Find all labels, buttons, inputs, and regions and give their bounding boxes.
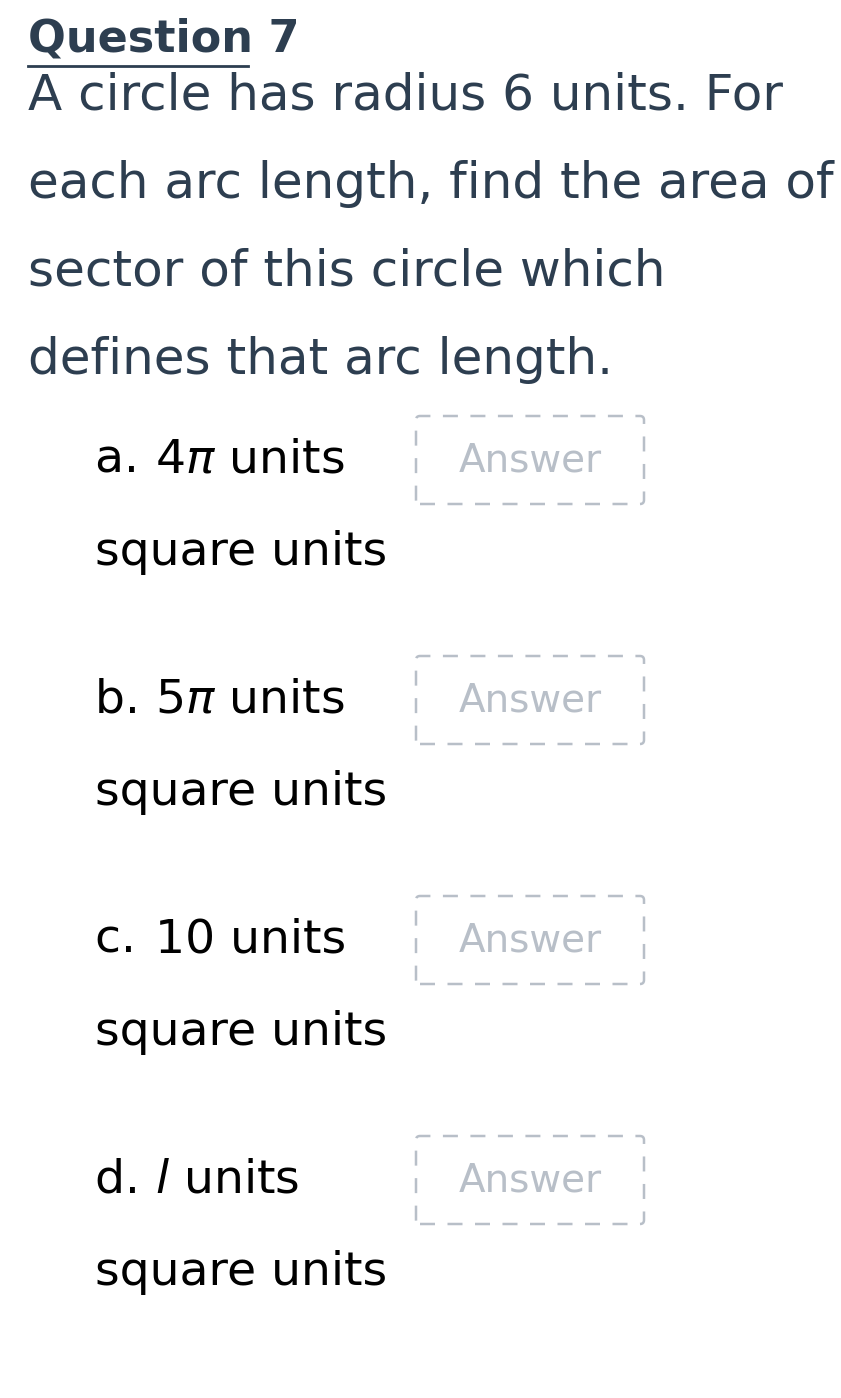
Text: each arc length, find the area of a: each arc length, find the area of a: [28, 159, 841, 208]
Text: Answer: Answer: [458, 681, 601, 719]
Text: b.: b.: [95, 678, 155, 723]
Text: a.: a.: [95, 438, 154, 482]
Text: $4\pi$ units: $4\pi$ units: [155, 438, 345, 482]
Text: 10 units: 10 units: [155, 917, 346, 962]
Text: square units: square units: [95, 1250, 387, 1295]
Text: defines that arc length.: defines that arc length.: [28, 336, 613, 384]
Text: Answer: Answer: [458, 440, 601, 480]
Text: Answer: Answer: [458, 921, 601, 959]
Text: sector of this circle which: sector of this circle which: [28, 247, 665, 296]
Text: square units: square units: [95, 770, 387, 815]
Text: Question 7: Question 7: [28, 18, 299, 62]
Text: square units: square units: [95, 1009, 387, 1055]
Text: $\mathit{l}$ units: $\mathit{l}$ units: [155, 1158, 299, 1202]
Text: A circle has radius 6 units. For: A circle has radius 6 units. For: [28, 73, 783, 120]
Text: Answer: Answer: [458, 1160, 601, 1199]
Text: c.: c.: [95, 917, 151, 962]
Text: d.: d.: [95, 1158, 155, 1202]
Text: square units: square units: [95, 530, 387, 575]
Text: $5\pi$ units: $5\pi$ units: [155, 678, 345, 723]
